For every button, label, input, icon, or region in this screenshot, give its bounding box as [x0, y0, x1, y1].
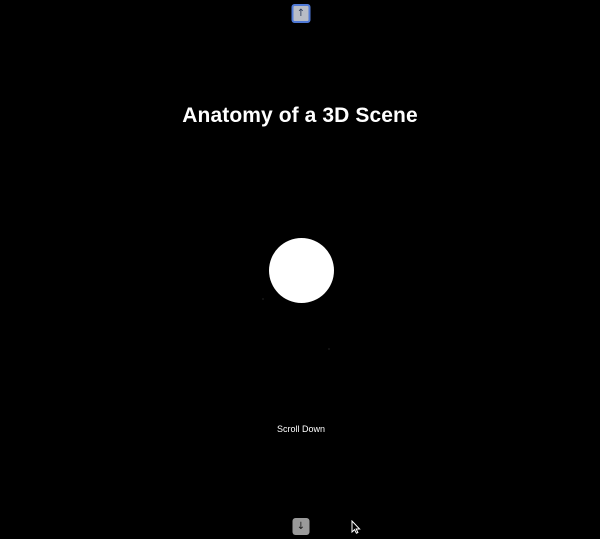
- arrow-down-icon: ↓: [296, 520, 306, 532]
- scroll-down-hint: Scroll Down: [276, 424, 325, 434]
- scroll-up-button[interactable]: ↑: [291, 4, 311, 23]
- scene-speck: [328, 348, 330, 350]
- scene-sphere: [269, 238, 334, 303]
- scene-speck: [262, 298, 264, 300]
- mouse-pointer-icon: [351, 520, 361, 534]
- scroll-down-button[interactable]: ↓: [292, 518, 310, 535]
- arrow-up-icon: ↑: [296, 7, 306, 19]
- page-title: Anatomy of a 3D Scene: [182, 104, 418, 127]
